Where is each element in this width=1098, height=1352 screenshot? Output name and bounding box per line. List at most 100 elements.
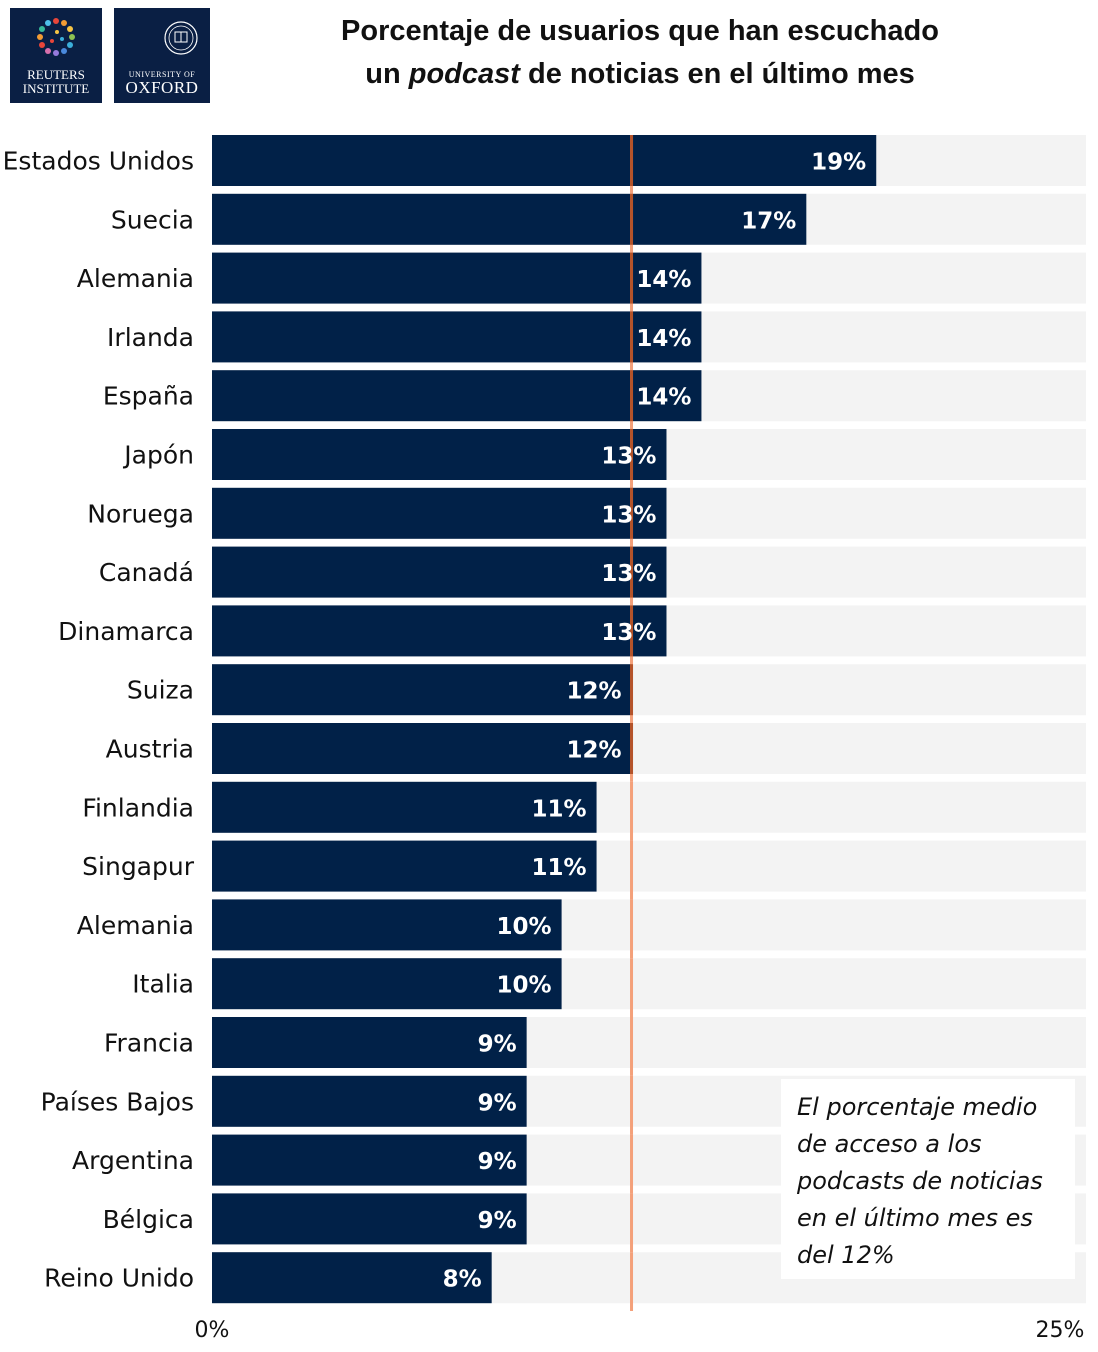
average-line-segment: [630, 781, 634, 841]
bar: [212, 135, 877, 186]
value-label: 14%: [636, 326, 691, 352]
category-label: Suecia: [111, 205, 194, 234]
value-label: 19%: [811, 150, 866, 176]
bar: [212, 899, 562, 951]
oxford-logo: UNIVERSITY OF OXFORD: [114, 8, 210, 103]
bar: [212, 723, 632, 774]
average-line-segment-over-bar: [630, 487, 634, 539]
value-label: 17%: [741, 208, 796, 234]
bar: [212, 1075, 527, 1127]
average-line-segment: [630, 1252, 634, 1311]
category-label: Austria: [106, 735, 194, 764]
bar: [212, 546, 667, 598]
bar: [212, 252, 702, 304]
category-label: Estados Unidos: [3, 147, 194, 176]
oxford-logo-line1: UNIVERSITY OF: [128, 70, 196, 79]
bar: [212, 487, 667, 539]
category-label: Reino Unido: [44, 1264, 194, 1293]
average-line-segment-over-bar: [630, 370, 634, 422]
value-label: 8%: [443, 1267, 482, 1293]
chart-title-line2: un podcast de noticias en el último mes: [240, 53, 1040, 96]
chart-title-line2-post: de noticias en el último mes: [527, 58, 915, 90]
reuters-institute-logo: REUTERS INSTITUTE: [10, 8, 102, 103]
category-label: Finlandia: [82, 793, 194, 822]
value-label: 12%: [566, 738, 621, 764]
bar: [212, 958, 562, 1010]
average-line-segment-over-bar: [630, 723, 634, 774]
average-note-text: El porcentaje medio de acceso a los podc…: [797, 1093, 1043, 1269]
chart-title-line2-em: podcast: [408, 58, 520, 90]
category-label: Dinamarca: [58, 617, 194, 646]
average-line-segment: [630, 1075, 634, 1135]
category-label: Japón: [122, 441, 194, 470]
average-line-segment-over-bar: [630, 252, 634, 304]
bar: [212, 840, 597, 892]
average-line-segment: [630, 899, 634, 959]
bar: [212, 1252, 492, 1304]
average-line-segment: [630, 1134, 634, 1194]
chart-title-line1: Porcentaje de usuarios que han escuchado: [341, 15, 939, 47]
value-label: 12%: [566, 679, 621, 705]
average-line-segment-over-bar: [630, 193, 634, 245]
bar: [212, 605, 667, 657]
value-label: 13%: [601, 502, 656, 528]
chart-title-line2-pre: un: [365, 58, 401, 90]
category-label: Alemania: [77, 911, 194, 940]
average-line-segment-over-bar: [630, 605, 634, 657]
category-label: Países Bajos: [41, 1087, 194, 1116]
average-line-segment-over-bar: [630, 664, 634, 716]
bar: [212, 1193, 527, 1245]
bars: [212, 135, 877, 1304]
average-line-segment-over-bar: [630, 546, 634, 598]
category-label: Argentina: [72, 1146, 194, 1175]
category-label: Italia: [132, 970, 194, 999]
value-label: 10%: [497, 914, 552, 940]
bar: [212, 370, 702, 422]
average-line-segment-over-bar: [630, 429, 634, 480]
bar: [212, 193, 807, 245]
category-label: Bélgica: [103, 1205, 194, 1234]
category-label: Alemania: [77, 264, 194, 293]
category-label: Noruega: [87, 499, 194, 528]
category-label: Canadá: [99, 558, 194, 587]
average-note-box: El porcentaje medio de acceso a los podc…: [781, 1079, 1075, 1279]
oxford-crest-icon: [164, 21, 198, 55]
reuters-logo-line2: INSTITUTE: [22, 81, 90, 96]
value-label: 9%: [478, 1090, 517, 1116]
category-labels: Estados Unidos Suecia Alemania Irlanda Españ…: [3, 147, 195, 1293]
value-label: 11%: [531, 855, 586, 881]
value-label: 9%: [478, 1208, 517, 1234]
reuters-logo-line1: REUTERS: [27, 67, 85, 82]
bar: [212, 1134, 527, 1186]
category-label: Suiza: [127, 676, 194, 705]
x-tick-label: 0%: [195, 1318, 230, 1343]
average-line-segment: [630, 1193, 634, 1253]
value-label: 13%: [601, 444, 656, 470]
value-label: 14%: [636, 267, 691, 293]
bar: [212, 429, 667, 480]
value-label: 11%: [531, 796, 586, 822]
x-axis-ticks: 0% 25%: [195, 1318, 1085, 1343]
value-label: 9%: [478, 1149, 517, 1175]
value-labels: 19% 17% 14% 14% 14% 13% 13% 13% 13% 12% 12% 11% 11% 1…: [443, 150, 867, 1293]
value-label: 13%: [601, 561, 656, 587]
bar: [212, 311, 702, 363]
value-label: 13%: [601, 620, 656, 646]
value-label: 9%: [478, 1032, 517, 1058]
average-line-segment: [630, 840, 634, 900]
bar: [212, 1017, 527, 1068]
category-label: Singapur: [82, 852, 195, 881]
average-line-segment-over-bar: [630, 311, 634, 363]
average-line-segment: [630, 1017, 634, 1076]
reuters-dots-icon: [37, 18, 75, 56]
value-label: 10%: [497, 973, 552, 999]
average-line-segment: [630, 958, 634, 1017]
category-label: Irlanda: [107, 323, 194, 352]
category-label: Francia: [104, 1029, 194, 1058]
oxford-logo-line2: OXFORD: [125, 78, 199, 97]
chart-title: Porcentaje de usuarios que han escuchado…: [240, 10, 1040, 96]
bar: [212, 781, 597, 833]
average-reference-line: [630, 135, 634, 1311]
value-label: 14%: [636, 385, 691, 411]
